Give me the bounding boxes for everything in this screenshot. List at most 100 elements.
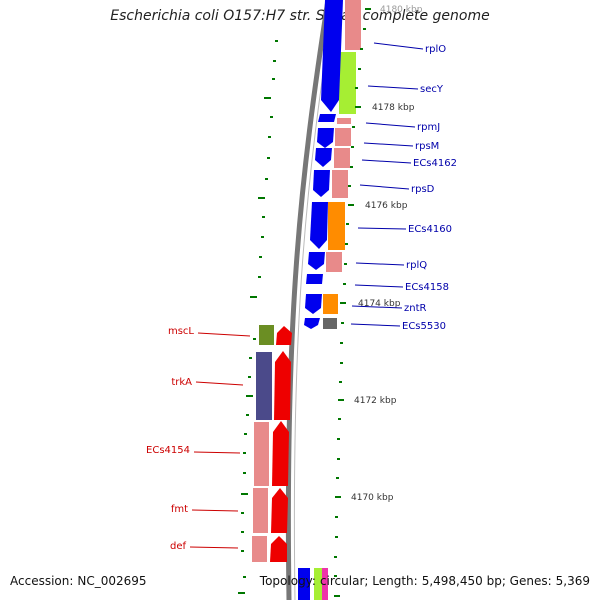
map-mark	[361, 159, 412, 164]
feature-def	[252, 536, 267, 562]
map-mark	[337, 438, 340, 440]
gene-label-fmt: fmt	[171, 504, 188, 515]
feature-fmt	[253, 488, 268, 533]
map-mark	[340, 302, 346, 304]
blue-arrow-3	[317, 128, 334, 148]
lower-red-strand	[270, 326, 292, 562]
map-mark	[267, 157, 270, 159]
map-mark	[189, 546, 239, 549]
red-arrow-2	[274, 351, 291, 420]
map-mark	[191, 509, 239, 512]
map-mark	[243, 472, 246, 474]
gene-label-ECs4162: ECs4162	[413, 158, 457, 169]
feature-ECs4162	[334, 148, 350, 168]
map-mark	[351, 146, 354, 148]
red-arrow-1	[276, 326, 292, 345]
feature-rpsM	[335, 128, 351, 146]
upper-feature-track	[323, 0, 361, 329]
map-mark	[246, 414, 249, 416]
map-mark	[352, 126, 355, 128]
map-mark	[340, 362, 343, 364]
map-mark	[335, 516, 338, 518]
map-mark	[351, 305, 403, 309]
map-mark	[264, 97, 271, 99]
genes-label: Genes:	[509, 574, 552, 588]
map-mark	[357, 227, 407, 230]
map-mark	[345, 243, 348, 245]
blue-arrow-4	[315, 148, 332, 167]
map-mark	[348, 185, 351, 187]
map-mark	[348, 204, 354, 206]
map-mark	[365, 122, 416, 128]
red-arrow-4	[271, 488, 288, 533]
map-mark	[360, 48, 363, 50]
bottom-strip	[298, 568, 328, 600]
length-value: 5,498,450 bp	[421, 574, 502, 588]
scale-label: 4170 kbp	[351, 493, 394, 503]
gene-label-ECs5530: ECs5530	[402, 321, 446, 332]
gene-label-ECs4154: ECs4154	[146, 445, 190, 456]
map-mark	[258, 197, 265, 199]
blue-arrow-9	[305, 294, 322, 314]
lower-feature-track	[252, 325, 274, 562]
scale-label: 4174 kbp	[358, 299, 401, 309]
blue-arrow-6	[310, 202, 328, 249]
map-mark	[195, 381, 244, 386]
feature-ECs4160	[328, 202, 345, 250]
map-mark	[241, 512, 244, 514]
map-mark	[346, 223, 349, 225]
map-mark	[367, 85, 419, 90]
map-mark	[338, 418, 341, 420]
topology-label: Topology:	[259, 574, 316, 588]
map-mark	[340, 342, 343, 344]
map-mark	[358, 68, 361, 70]
map-mark	[253, 338, 256, 340]
map-mark	[275, 40, 278, 42]
map-mark	[258, 276, 261, 278]
map-mark	[354, 284, 404, 288]
bottom-blue-bar	[298, 568, 310, 600]
map-mark	[355, 262, 405, 266]
map-mark	[365, 8, 371, 10]
map-mark	[335, 536, 338, 538]
map-mark	[350, 323, 401, 327]
map-mark	[249, 357, 252, 359]
feature-ECs5530	[323, 318, 337, 329]
map-mark	[243, 576, 246, 578]
gene-label-rpsD: rpsD	[411, 184, 435, 195]
blue-arrow-10	[304, 318, 320, 329]
backbone-line	[285, 0, 331, 600]
feature-rplO-top	[345, 0, 361, 50]
map-mark	[273, 60, 276, 62]
scale-label: 4180 kbp	[380, 5, 423, 15]
gene-label-secY: secY	[420, 84, 444, 95]
map-mark	[334, 575, 337, 577]
accession-value: NC_002695	[77, 574, 147, 588]
red-arrow-5	[270, 536, 287, 562]
right-dash-ticks	[334, 8, 371, 597]
map-mark	[338, 399, 344, 401]
feature-trkA	[256, 352, 272, 420]
blue-arrow-7	[308, 252, 325, 270]
map-mark	[248, 376, 251, 378]
map-mark	[363, 142, 414, 147]
map-mark	[265, 178, 268, 180]
gene-label-rpmJ: rpmJ	[417, 122, 440, 133]
bottom-lime-bar	[314, 568, 322, 600]
red-arrow-3	[272, 421, 289, 486]
map-mark	[259, 256, 262, 258]
gene-label-ECs4160: ECs4160	[408, 224, 452, 235]
left-gene-labels	[189, 332, 251, 549]
map-mark	[238, 592, 245, 594]
map-mark	[335, 496, 341, 498]
map-mark	[241, 550, 244, 552]
map-mark	[334, 595, 340, 597]
map-mark	[344, 263, 347, 265]
blue-arrow-1	[321, 0, 343, 112]
map-mark	[355, 87, 358, 89]
genome-title: Escherichia coli O157:H7 str. Sakai, com…	[110, 8, 490, 24]
gene-label-rplQ: rplQ	[406, 260, 427, 271]
scale-label: 4178 kbp	[372, 103, 415, 113]
map-mark	[243, 452, 246, 454]
map-mark	[193, 451, 241, 454]
